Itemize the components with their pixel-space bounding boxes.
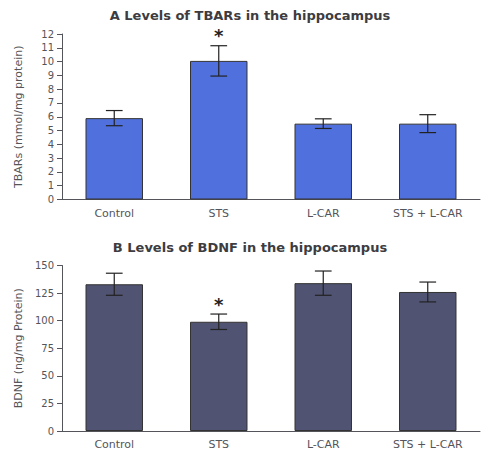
svg-text:100: 100: [35, 315, 54, 326]
svg-text:4: 4: [48, 139, 54, 150]
svg-text:STS + L-CAR: STS + L-CAR: [393, 207, 463, 220]
svg-text:BDNF (ng/mg Protein): BDNF (ng/mg Protein): [12, 288, 25, 408]
svg-text:L-CAR: L-CAR: [307, 207, 340, 220]
svg-text:L-CAR: L-CAR: [307, 438, 340, 451]
svg-text:1: 1: [48, 180, 54, 191]
svg-text:12: 12: [41, 29, 54, 40]
svg-text:2: 2: [48, 166, 54, 177]
svg-text:STS + L-CAR: STS + L-CAR: [393, 438, 463, 451]
svg-text:125: 125: [35, 288, 54, 299]
svg-text:STS: STS: [208, 207, 229, 220]
svg-text:75: 75: [41, 343, 54, 354]
svg-text:25: 25: [41, 398, 54, 409]
svg-text:Control: Control: [94, 438, 134, 451]
svg-text:50: 50: [41, 370, 54, 381]
svg-text:A Levels of TBARs in the hippo: A Levels of TBARs in the hippocampus: [110, 8, 391, 23]
svg-text:*: *: [214, 25, 224, 46]
svg-text:*: *: [214, 294, 224, 315]
svg-text:STS: STS: [208, 438, 229, 451]
svg-text:150: 150: [35, 260, 54, 271]
svg-text:TBARs (mmol/mg protein): TBARs (mmol/mg protein): [12, 46, 25, 189]
svg-text:6: 6: [48, 111, 54, 122]
svg-text:0: 0: [48, 426, 54, 437]
svg-text:0: 0: [48, 194, 54, 205]
svg-text:Control: Control: [94, 207, 134, 220]
svg-text:11: 11: [41, 42, 54, 53]
svg-text:7: 7: [48, 97, 54, 108]
svg-text:B Levels of BDNF in the hippoc: B Levels of BDNF in the hippocampus: [113, 240, 388, 255]
svg-text:10: 10: [41, 56, 54, 67]
svg-text:5: 5: [48, 125, 54, 136]
svg-text:8: 8: [48, 84, 54, 95]
svg-text:3: 3: [48, 153, 54, 164]
svg-text:9: 9: [48, 70, 54, 81]
